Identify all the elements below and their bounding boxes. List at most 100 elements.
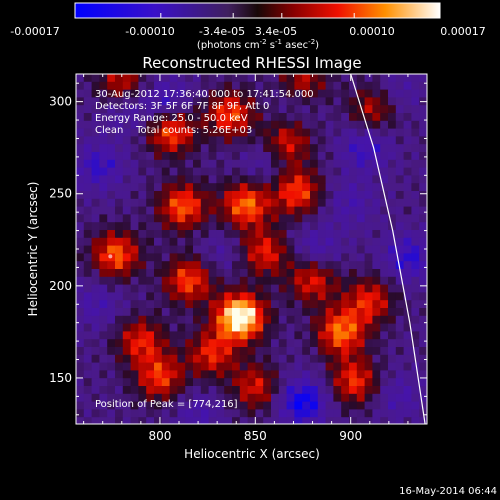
heatmap-cell bbox=[232, 136, 241, 145]
heatmap-cell bbox=[83, 97, 92, 106]
heatmap-cell bbox=[294, 113, 303, 122]
heatmap-cell bbox=[341, 378, 350, 387]
heatmap-cell bbox=[138, 113, 147, 122]
heatmap-cell bbox=[208, 315, 217, 324]
heatmap-cell bbox=[263, 354, 272, 363]
heatmap-cell bbox=[107, 167, 116, 176]
heatmap-cell bbox=[200, 347, 209, 356]
heatmap-cell bbox=[388, 97, 397, 106]
heatmap-cell bbox=[169, 393, 178, 402]
heatmap-cell bbox=[333, 276, 342, 285]
heatmap-cell bbox=[333, 409, 342, 418]
heatmap-cell bbox=[91, 347, 100, 356]
heatmap-cell bbox=[419, 198, 427, 207]
heatmap-cell bbox=[169, 128, 178, 137]
heatmap-cell bbox=[388, 159, 397, 168]
heatmap-cell bbox=[278, 206, 287, 215]
heatmap-cell bbox=[161, 378, 170, 387]
heatmap-cell bbox=[411, 237, 420, 246]
heatmap-cell bbox=[161, 300, 170, 309]
heatmap-cell bbox=[255, 292, 264, 301]
heatmap-cell bbox=[302, 230, 311, 239]
heatmap-cell bbox=[302, 191, 311, 200]
heatmap-cell bbox=[208, 175, 217, 184]
heatmap-cell bbox=[294, 214, 303, 223]
heatmap-cell bbox=[325, 97, 334, 106]
heatmap-cell bbox=[122, 331, 131, 340]
heatmap-cell bbox=[395, 144, 404, 153]
heatmap-cell bbox=[356, 81, 365, 90]
heatmap-cell bbox=[271, 120, 280, 129]
heatmap-cell bbox=[388, 417, 397, 424]
heatmap-cell bbox=[255, 339, 264, 348]
heatmap-cell bbox=[278, 191, 287, 200]
heatmap-cell bbox=[99, 253, 108, 262]
heatmap-cell bbox=[130, 378, 139, 387]
heatmap-cell bbox=[372, 245, 381, 254]
heatmap-cell bbox=[419, 331, 427, 340]
heatmap-cell bbox=[122, 144, 131, 153]
heatmap-cell bbox=[302, 198, 311, 207]
heatmap-cell bbox=[76, 230, 85, 239]
heatmap-cell bbox=[232, 128, 241, 137]
heatmap-cell bbox=[388, 276, 397, 285]
heatmap-cell bbox=[349, 300, 358, 309]
heatmap-cell bbox=[107, 214, 116, 223]
heatmap-cell bbox=[232, 230, 241, 239]
heatmap-cell bbox=[333, 198, 342, 207]
heatmap-cell bbox=[169, 323, 178, 332]
heatmap-cell bbox=[317, 417, 326, 424]
heatmap-cell bbox=[294, 308, 303, 317]
heatmap-cell bbox=[302, 315, 311, 324]
heatmap-cell bbox=[177, 300, 186, 309]
heatmap-cell bbox=[99, 245, 108, 254]
heatmap-cell bbox=[122, 128, 131, 137]
heatmap-cell bbox=[177, 354, 186, 363]
heatmap-cell bbox=[185, 198, 194, 207]
colorbar-tick-label: 0.00010 bbox=[349, 25, 395, 38]
heatmap-cell bbox=[263, 393, 272, 402]
heatmap-cell bbox=[161, 331, 170, 340]
heatmap-cell bbox=[208, 276, 217, 285]
heatmap-cell bbox=[356, 370, 365, 379]
heatmap-cell bbox=[341, 136, 350, 145]
heatmap-cell bbox=[364, 74, 373, 83]
heatmap-cell bbox=[388, 214, 397, 223]
heatmap-cell bbox=[138, 230, 147, 239]
heatmap-cell bbox=[419, 222, 427, 231]
heatmap-cell bbox=[255, 354, 264, 363]
heatmap-cell bbox=[161, 401, 170, 410]
heatmap-cell bbox=[161, 417, 170, 424]
heatmap-cell bbox=[317, 253, 326, 262]
heatmap-cell bbox=[411, 222, 420, 231]
heatmap-cell bbox=[177, 214, 186, 223]
heatmap-cell bbox=[372, 222, 381, 231]
heatmap-cell bbox=[263, 167, 272, 176]
heatmap-cell bbox=[395, 269, 404, 278]
heatmap-cell bbox=[411, 167, 420, 176]
heatmap-cell bbox=[278, 409, 287, 418]
heatmap-cell bbox=[349, 152, 358, 161]
heatmap-cell bbox=[278, 292, 287, 301]
heatmap-cell bbox=[161, 261, 170, 270]
heatmap-cell bbox=[177, 362, 186, 371]
heatmap-cell bbox=[395, 74, 404, 83]
heatmap-cell bbox=[185, 284, 194, 293]
heatmap-cell bbox=[317, 183, 326, 192]
heatmap-cell bbox=[177, 105, 186, 114]
heatmap-cell bbox=[232, 214, 241, 223]
heatmap-cell bbox=[169, 222, 178, 231]
heatmap-cell bbox=[372, 393, 381, 402]
heatmap-cell bbox=[255, 393, 264, 402]
heatmap-cell bbox=[83, 323, 92, 332]
heatmap-cell bbox=[341, 167, 350, 176]
heatmap-cell bbox=[91, 401, 100, 410]
heatmap-cell bbox=[372, 105, 381, 114]
heatmap-cell bbox=[169, 198, 178, 207]
heatmap-cell bbox=[356, 206, 365, 215]
heatmap-cell bbox=[403, 409, 412, 418]
heatmap-cell bbox=[419, 269, 427, 278]
heatmap-cell bbox=[325, 315, 334, 324]
heatmap-cell bbox=[115, 113, 124, 122]
heatmap-cell bbox=[302, 347, 311, 356]
